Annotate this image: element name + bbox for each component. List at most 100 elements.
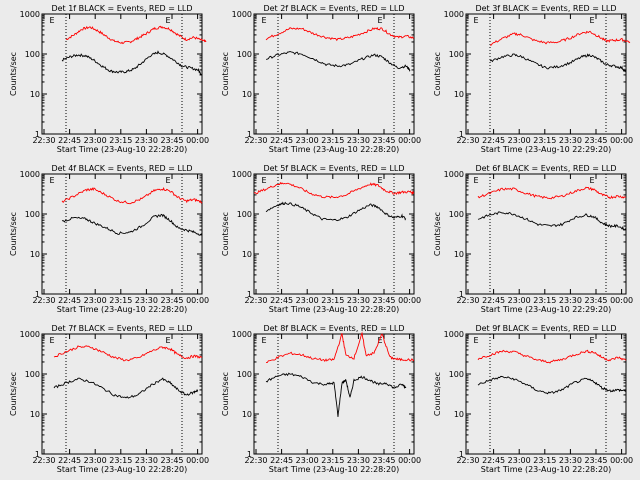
x-tick-label: 22:45 (58, 136, 81, 145)
eclipse-marker-label: E (165, 16, 170, 25)
x-tick-label: 23:30 (347, 456, 370, 465)
lld-series-line (61, 187, 203, 205)
plot-frame (465, 173, 627, 295)
x-tick-label: 00:00 (398, 456, 421, 465)
chart-4: Det 4f BLACK = Events, RED = LLD 1 10 100 10… (9, 164, 209, 314)
y-tick-label: 100 (449, 370, 464, 379)
y-axis-label: Counts/sec (433, 52, 442, 96)
y-tick-label: 1000 (20, 10, 40, 19)
chart-5: Det 5f BLACK = Events, RED = LLD 1 10 100 10… (221, 164, 421, 314)
events-series-line (265, 201, 407, 222)
chart-7: Det 7f BLACK = Events, RED = LLD 1 10 100 10… (9, 324, 209, 474)
y-axis-label: Counts/sec (9, 52, 18, 96)
y-tick-label: 1000 (444, 330, 464, 339)
y-tick-label: 10 (242, 410, 252, 419)
y-tick-label: 1000 (444, 10, 464, 19)
eclipse-marker-label: E (165, 336, 170, 345)
y-tick-label: 10 (242, 250, 252, 259)
x-tick-label: 00:00 (186, 456, 209, 465)
eclipse-marker-label: E (261, 336, 266, 345)
x-tick-label: 22:45 (270, 296, 293, 305)
y-tick-label: 10 (454, 410, 464, 419)
x-tick-label: 00:00 (186, 296, 209, 305)
chart-9: Det 9f BLACK = Events, RED = LLD 1 10 100 10… (433, 324, 633, 474)
x-tick-label: 23:45 (584, 456, 607, 465)
eclipse-marker-label: E (49, 16, 54, 25)
y-tick-label: 1 (35, 450, 40, 459)
chart-title: Det 8f BLACK = Events, RED = LLD (263, 324, 404, 333)
x-axis-label: Start Time (23-Aug-10 22:28:20) (269, 145, 400, 154)
lld-series-line (53, 345, 203, 362)
chart-1: Det 1f BLACK = Events, RED = LLD 1 10 100 10… (9, 4, 209, 154)
y-tick-label: 10 (30, 90, 40, 99)
eclipse-marker-label: E (49, 176, 54, 185)
eclipse-marker-label: E (377, 336, 382, 345)
x-tick-label: 23:00 (296, 136, 319, 145)
y-axis-label: Counts/sec (9, 372, 18, 416)
y-tick-label: 10 (454, 250, 464, 259)
y-tick-label: 1 (247, 450, 252, 459)
eclipse-marker-label: E (473, 16, 478, 25)
y-tick-label: 100 (237, 370, 252, 379)
plot-frame (253, 173, 415, 295)
x-tick-label: 00:00 (398, 136, 421, 145)
x-tick-label: 23:00 (296, 296, 319, 305)
x-tick-label: 23:45 (160, 456, 183, 465)
y-tick-label: 10 (30, 410, 40, 419)
chart-title: Det 2f BLACK = Events, RED = LLD (263, 4, 404, 13)
chart-title: Det 1f BLACK = Events, RED = LLD (51, 4, 192, 13)
eclipse-marker-label: E (261, 16, 266, 25)
y-tick-label: 10 (454, 90, 464, 99)
events-series-line (265, 372, 407, 417)
chart-3: Det 3f BLACK = Events, RED = LLD 1 10 100 10… (433, 4, 633, 154)
x-tick-label: 23:15 (533, 456, 556, 465)
x-tick-label: 23:30 (135, 136, 158, 145)
x-tick-label: 22:30 (32, 456, 55, 465)
x-tick-label: 23:00 (84, 136, 107, 145)
eclipse-marker-label: E (165, 176, 170, 185)
x-tick-label: 23:00 (508, 136, 531, 145)
y-tick-label: 1000 (444, 170, 464, 179)
x-tick-label: 23:30 (559, 456, 582, 465)
x-tick-label: 23:15 (109, 136, 132, 145)
events-series-line (61, 50, 203, 76)
eclipse-marker-label: E (377, 16, 382, 25)
events-series-line (53, 377, 199, 399)
events-series-line (61, 213, 203, 236)
x-axis-label: Start Time (23-Aug-10 22:29:20) (481, 145, 612, 154)
x-tick-label: 22:45 (270, 136, 293, 145)
x-tick-label: 23:15 (533, 136, 556, 145)
y-tick-label: 1000 (232, 170, 252, 179)
y-tick-label: 100 (25, 210, 40, 219)
events-series-line (265, 51, 411, 72)
y-tick-label: 10 (30, 250, 40, 259)
y-axis-label: Counts/sec (433, 212, 442, 256)
x-tick-label: 23:30 (135, 456, 158, 465)
x-tick-label: 23:15 (533, 296, 556, 305)
y-axis-label: Counts/sec (221, 212, 230, 256)
y-axis-label: Counts/sec (221, 372, 230, 416)
y-tick-label: 100 (25, 370, 40, 379)
chart-title: Det 6f BLACK = Events, RED = LLD (475, 164, 616, 173)
eclipse-marker-label: E (589, 336, 594, 345)
x-tick-label: 23:00 (296, 456, 319, 465)
y-tick-label: 1000 (20, 330, 40, 339)
x-tick-label: 22:30 (244, 296, 267, 305)
y-tick-label: 100 (449, 50, 464, 59)
x-tick-label: 23:45 (160, 296, 183, 305)
y-tick-label: 100 (449, 210, 464, 219)
x-tick-label: 23:45 (372, 296, 395, 305)
chart-6: Det 6f BLACK = Events, RED = LLD 1 10 100 10… (433, 164, 633, 314)
x-axis-label: Start Time (23-Aug-10 22:28:20) (481, 465, 612, 474)
x-tick-label: 23:15 (109, 296, 132, 305)
x-tick-label: 22:30 (32, 136, 55, 145)
plot-frame (253, 13, 415, 135)
x-tick-label: 22:30 (32, 296, 55, 305)
x-tick-label: 23:30 (559, 296, 582, 305)
x-tick-label: 23:30 (135, 296, 158, 305)
x-tick-label: 22:45 (58, 296, 81, 305)
x-tick-label: 00:00 (186, 136, 209, 145)
x-axis-label: Start Time (23-Aug-10 22:28:20) (57, 305, 188, 314)
lld-series-line (65, 25, 207, 45)
